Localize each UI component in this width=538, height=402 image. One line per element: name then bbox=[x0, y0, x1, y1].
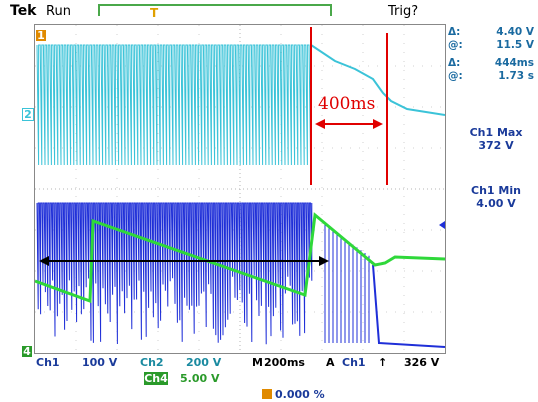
ch4-waveform bbox=[34, 212, 446, 304]
trigger-level[interactable]: 326 V bbox=[404, 356, 440, 369]
ch1-max-label: Ch1 Max bbox=[469, 126, 523, 139]
ch1-max-value: 372 V bbox=[478, 139, 514, 152]
trigger-position-icon bbox=[262, 389, 272, 399]
rising-edge-icon: ↑ bbox=[378, 356, 388, 369]
record-position-bar bbox=[98, 4, 332, 18]
acquisition-state: Run bbox=[46, 4, 71, 19]
ch2-scale[interactable]: 200 V bbox=[186, 356, 222, 369]
ch2-marker[interactable]: 2 bbox=[22, 108, 34, 121]
ch1-label[interactable]: Ch1 bbox=[36, 356, 60, 369]
delta-v-label: Δ: bbox=[448, 26, 461, 38]
ch2-label[interactable]: Ch2 bbox=[140, 356, 164, 369]
ch2-waveform bbox=[36, 44, 312, 166]
delta-t-label: Δ: bbox=[448, 57, 461, 69]
waveform-graticule bbox=[34, 25, 446, 353]
delta-v-value: 4.40 V bbox=[496, 26, 534, 38]
trigger-position-readout[interactable]: 0.000 % bbox=[262, 388, 325, 401]
trigger-position-icon: T bbox=[150, 6, 159, 20]
span-arrow-right-icon bbox=[319, 256, 329, 266]
waveform-display bbox=[34, 24, 446, 354]
ch1-min-label: Ch1 Min bbox=[471, 184, 521, 197]
cursor-readout: Δ: 4.40 V @: 11.5 V Δ: 444ms @: 1.73 s bbox=[448, 26, 534, 83]
trigger-source[interactable]: Ch1 bbox=[342, 356, 366, 369]
at-v-value: 11.5 V bbox=[496, 39, 534, 51]
arrow-left-icon bbox=[315, 119, 325, 129]
ch1-marker[interactable]: 1 bbox=[36, 29, 46, 42]
at-v-label: @: bbox=[448, 39, 463, 51]
ch1-tail-trace bbox=[372, 264, 446, 348]
ch1-waveform bbox=[36, 202, 370, 345]
delta-t-value: 444ms bbox=[494, 57, 534, 69]
ch1-min-value: 4.00 V bbox=[476, 197, 516, 210]
ch1-min-measurement: Ch1 Min 4.00 V bbox=[460, 184, 532, 210]
ch4-label[interactable]: Ch4 bbox=[144, 372, 168, 385]
at-t-value: 1.73 s bbox=[498, 70, 534, 82]
trigger-position-value: 0.000 % bbox=[275, 388, 325, 401]
interval-annotation: 400ms bbox=[318, 94, 376, 114]
ch2-decay-trace bbox=[310, 44, 446, 116]
trigger-status: Trig? bbox=[388, 4, 419, 19]
status-bar: Tek Run T Trig? bbox=[0, 0, 538, 24]
trigger-mode: A bbox=[326, 356, 335, 369]
timebase-label: M bbox=[252, 356, 263, 369]
ch4-scale[interactable]: 5.00 V bbox=[180, 372, 220, 385]
bottom-status-bar: Ch1 100 V Ch2 200 V M 200ms A Ch1 ↑ 326 … bbox=[0, 354, 538, 402]
arrow-right-icon bbox=[373, 119, 383, 129]
ch1-level-marker-icon bbox=[439, 221, 445, 229]
timebase-scale[interactable]: 200ms bbox=[264, 356, 305, 369]
at-t-label: @: bbox=[448, 70, 463, 82]
span-arrow-left-icon bbox=[39, 256, 49, 266]
brand-label: Tek bbox=[10, 3, 37, 19]
ch4-marker[interactable]: 4 bbox=[22, 345, 32, 358]
ch1-max-measurement: Ch1 Max 372 V bbox=[460, 126, 532, 152]
ch1-scale[interactable]: 100 V bbox=[82, 356, 118, 369]
